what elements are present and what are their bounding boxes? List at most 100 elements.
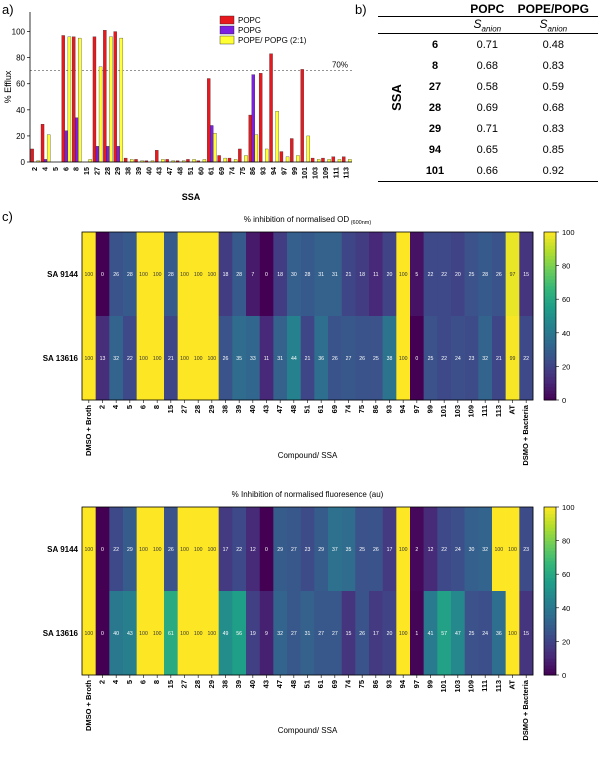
heatmap-cell-value: 100 — [194, 272, 203, 278]
heatmap-cell — [273, 316, 288, 401]
heatmap-cell — [410, 232, 424, 317]
heatmap-cell-value: 24 — [482, 631, 488, 637]
x-tick-label: 40 — [144, 167, 153, 175]
legend-label: POPG — [238, 26, 261, 35]
colorbar-segment — [544, 614, 556, 619]
heatmap-cell-value: 100 — [85, 272, 94, 278]
heatmap-column-label: 43 — [261, 680, 270, 688]
colorbar-segment — [544, 584, 556, 589]
table-cell-popepopg: 0.83 — [542, 122, 565, 135]
heatmap-cell — [382, 316, 397, 401]
colorbar-segment — [544, 638, 556, 642]
colorbar-segment — [544, 373, 556, 377]
heatmap-cell — [259, 232, 274, 317]
colorbar-segment — [544, 309, 556, 314]
heatmap-cell-value: 17 — [373, 631, 379, 637]
table-row-group-cell — [378, 55, 404, 76]
heatmap-cell — [314, 591, 329, 676]
colorbar-tick-label: 40 — [562, 329, 570, 338]
heatmap-cell-value: 5 — [415, 272, 418, 278]
heatmap-column-label: 8 — [152, 680, 161, 684]
heatmap-cell — [382, 232, 397, 317]
heatmap-cell — [177, 591, 192, 676]
bar-popc — [207, 78, 211, 163]
heatmap-column-label: 101 — [439, 680, 448, 693]
x-tick-label: 101 — [300, 167, 309, 179]
heatmap-cell — [396, 232, 411, 317]
heatmap-cell — [519, 316, 534, 401]
colorbar-segment — [544, 326, 556, 330]
heatmap-cell — [177, 316, 192, 401]
bar-pope-popg-2-1- — [67, 36, 72, 163]
heatmap-cell — [396, 591, 411, 676]
x-tick-label: 5 — [51, 167, 60, 171]
heatmap-cell-value: 12 — [250, 547, 256, 553]
x-tick-label: 28 — [103, 167, 112, 175]
colorbar-segment — [544, 336, 556, 341]
heatmap-column-label: 99 — [425, 405, 434, 413]
colorbar-tick-label: 100 — [562, 503, 575, 512]
heatmap-column-label: 2 — [97, 405, 106, 409]
colorbar-tick-label: 60 — [562, 295, 570, 304]
heatmap-column-label: 75 — [357, 680, 366, 688]
heatmap-cell-value: 27 — [291, 631, 297, 637]
heatmap-column-label: 15 — [166, 405, 175, 413]
heatmap-column-label: 113 — [494, 405, 503, 417]
heatmap-cell-value: 100 — [180, 631, 189, 637]
colorbar-segment — [544, 352, 556, 357]
heatmap-cell — [382, 591, 397, 676]
bar-popg — [75, 117, 79, 163]
colorbar-segment — [544, 617, 556, 622]
colorbar-segment — [544, 523, 556, 528]
heatmap-cell-value: 26 — [223, 356, 229, 362]
heatmap-column-label: 29 — [207, 680, 216, 688]
panel-label-a: a) — [2, 2, 14, 17]
heatmap-cell-value: 22 — [127, 356, 133, 362]
heatmap-cell — [150, 507, 165, 592]
heatmap-column-label: 61 — [316, 405, 325, 413]
bar-popg — [210, 125, 214, 163]
bar-popc — [227, 157, 232, 163]
heatmap-cell-value: 100 — [194, 356, 203, 362]
x-tick-label: 61 — [207, 167, 216, 175]
bar-popc — [92, 36, 97, 163]
heatmap-cell — [410, 316, 424, 401]
heatmap-cell-value: 41 — [428, 631, 434, 637]
heatmap-column-label: 28 — [193, 680, 202, 688]
heatmap-cell-value: 100 — [139, 631, 148, 637]
heatmap-cell — [505, 232, 520, 317]
colorbar-frame — [543, 231, 557, 401]
heatmap-column-label: 6 — [138, 680, 147, 684]
heatmap-cell-value: 56 — [236, 631, 242, 637]
bar-popg — [251, 74, 256, 163]
heatmap-cell-value: 100 — [180, 356, 189, 362]
colorbar-segment — [544, 543, 556, 548]
heatmap-cell-value: 27 — [346, 356, 352, 362]
heatmap-cell-value: 49 — [223, 631, 229, 637]
heatmap-cell-value: 18 — [223, 272, 229, 278]
heatmap-cell-value: 25 — [373, 356, 379, 362]
colorbar-segment — [544, 396, 556, 401]
x-axis-label: SSA — [182, 192, 201, 202]
colorbar-segment — [544, 359, 556, 364]
colorbar-segment — [544, 349, 556, 354]
colorbar-segment — [544, 533, 556, 538]
bar-popc — [30, 148, 34, 163]
heatmap-cell — [82, 232, 96, 317]
x-tick-label: 113 — [342, 167, 351, 179]
heatmap-cell-value: 28 — [482, 272, 488, 278]
fluorescence-heatmap-x-axis-label: Compound/ SSA — [278, 726, 338, 735]
bar-pope-popg-2-1- — [109, 36, 113, 163]
colorbar-segment — [544, 268, 556, 273]
heatmap-cell-value: 26 — [359, 631, 365, 637]
bar-pope-popg-2-1- — [275, 110, 279, 163]
heatmap-cell-value: 28 — [236, 272, 242, 278]
colorbar-segment — [544, 587, 556, 592]
heatmap-cell-value: 18 — [359, 272, 365, 278]
bar-pope-popg-2-1- — [223, 157, 227, 163]
heatmap-cell — [492, 507, 506, 592]
heatmap-cell-value: 100 — [194, 631, 203, 637]
colorbar-segment — [544, 654, 556, 659]
colorbar-segment — [544, 242, 556, 246]
x-tick-label: 8 — [72, 167, 81, 171]
